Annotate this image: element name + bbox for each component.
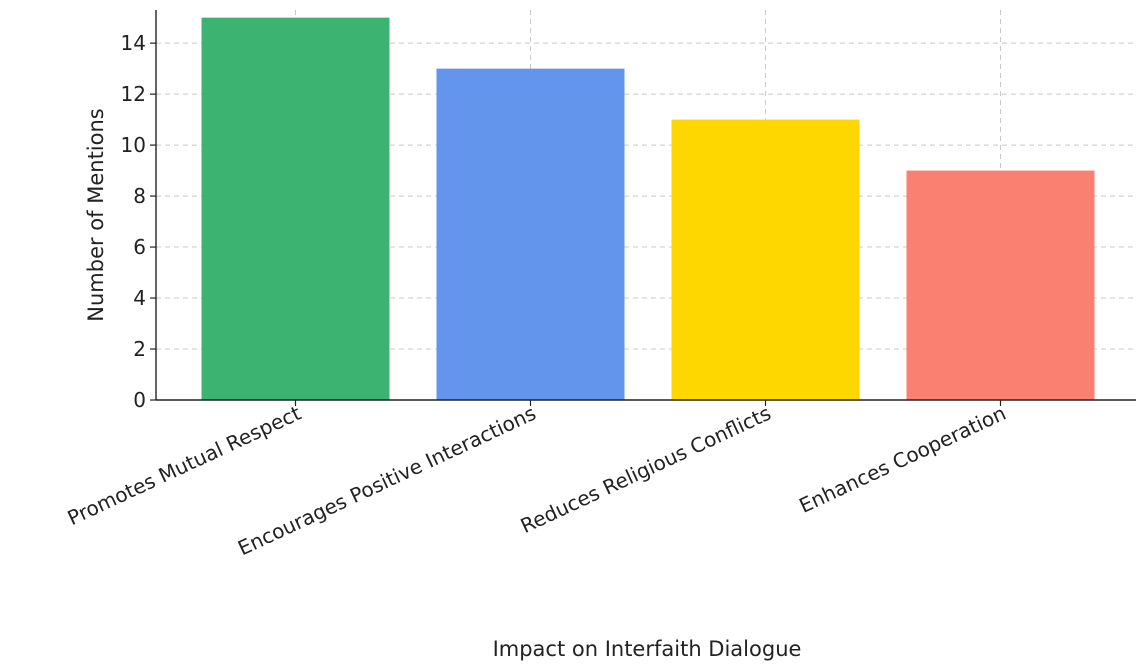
y-tick-label: 2 (133, 337, 146, 361)
x-tick-label: Promotes Mutual Respect (64, 401, 305, 530)
bar (672, 120, 860, 400)
y-axis-label: Number of Mentions (84, 108, 108, 321)
x-tick-label: Reduces Religious Conflicts (517, 401, 775, 538)
y-tick-label: 6 (133, 235, 146, 259)
y-tick-label: 10 (121, 133, 146, 157)
bar (907, 171, 1095, 400)
bar (202, 18, 390, 400)
x-axis-label: Impact on Interfaith Dialogue (493, 637, 802, 661)
y-tick-labels: 0 2 4 6 8 10 12 14 (121, 31, 146, 412)
bar (437, 69, 625, 400)
y-tick-label: 8 (133, 184, 146, 208)
x-tick-label: Enhances Cooperation (795, 401, 1009, 518)
y-tick-label: 12 (121, 82, 146, 106)
y-tick-label: 4 (133, 286, 146, 310)
bars-layer (202, 18, 1095, 400)
y-tick-label: 0 (133, 388, 146, 412)
y-tick-label: 14 (121, 31, 146, 55)
